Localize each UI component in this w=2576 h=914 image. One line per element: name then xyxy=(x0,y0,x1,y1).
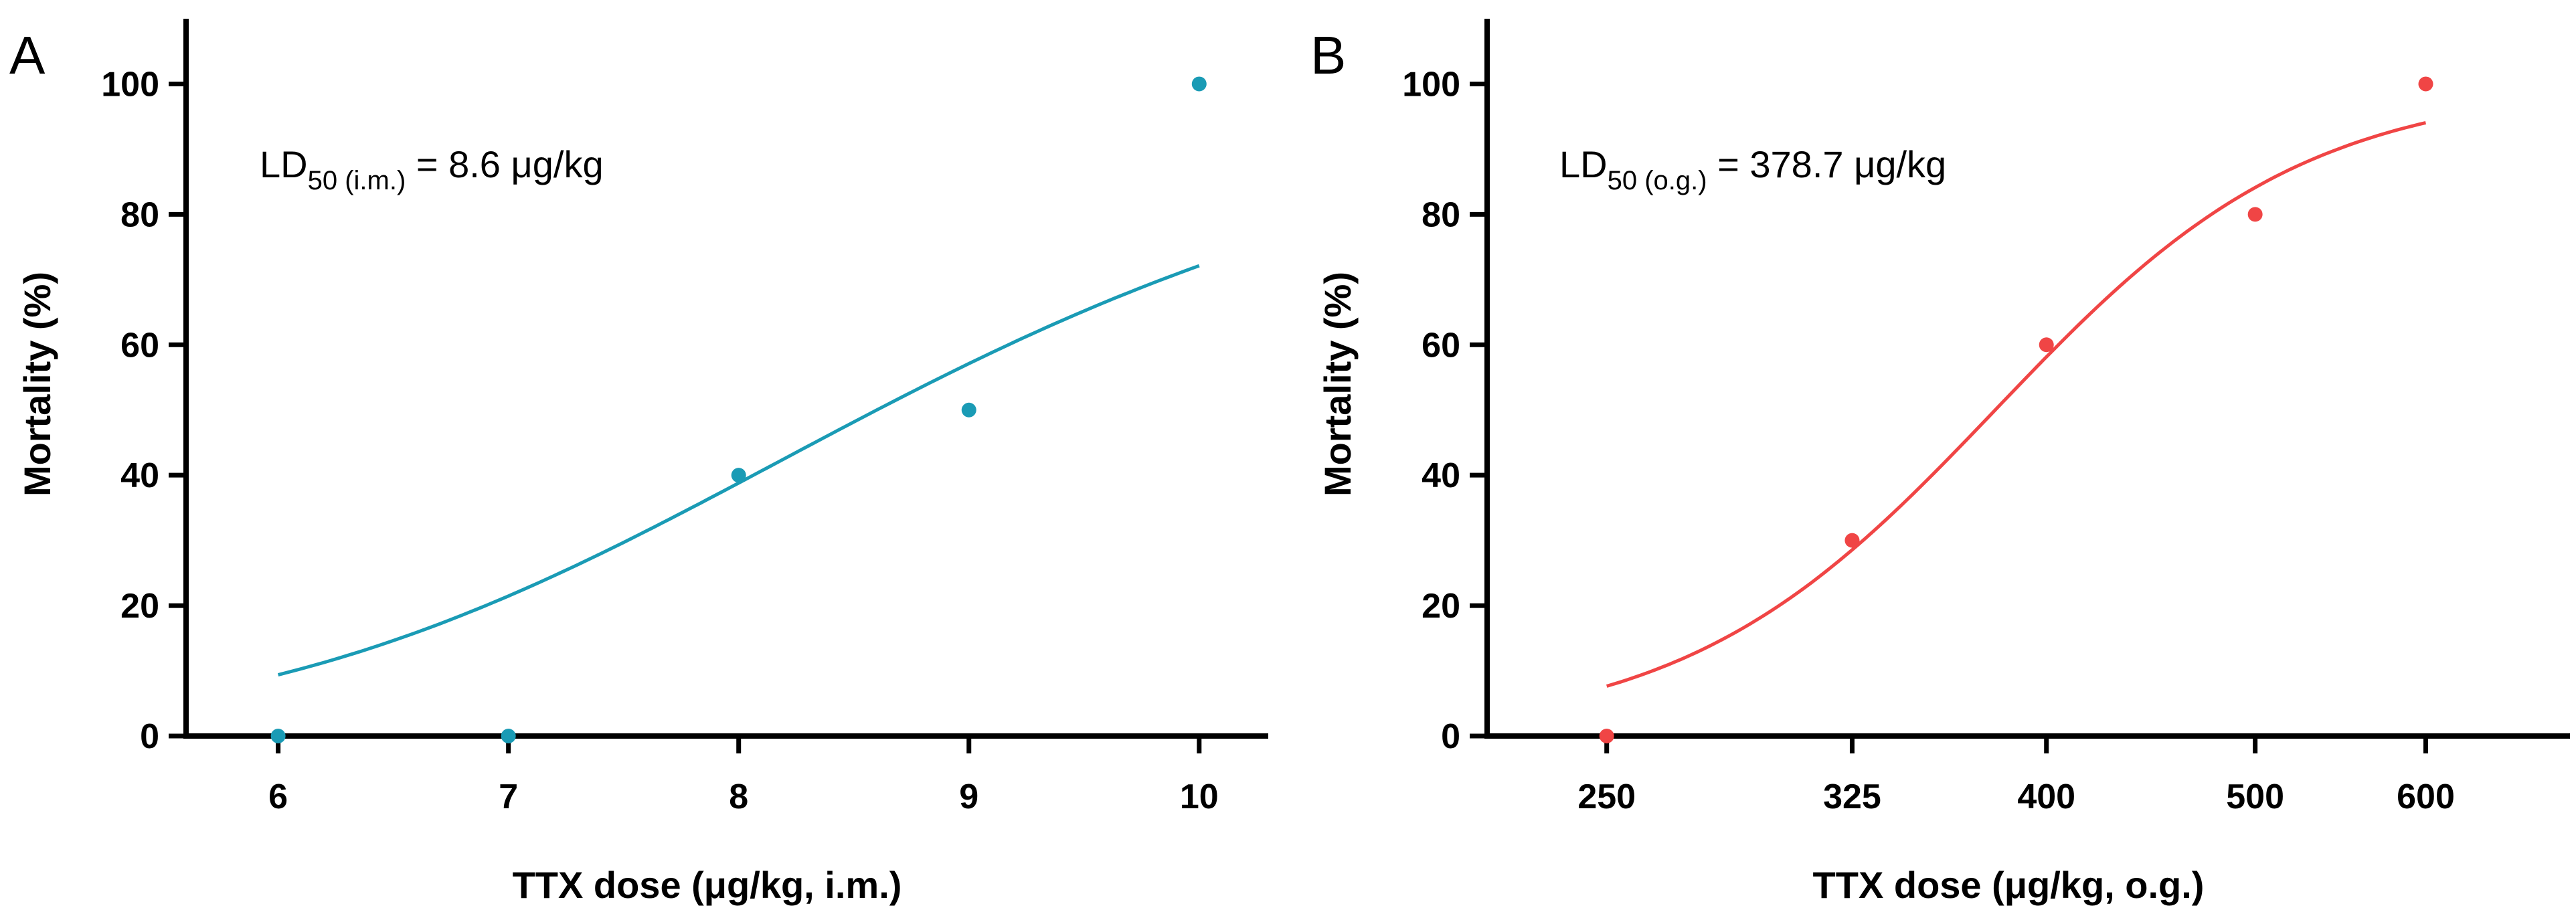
panel-b-y-tick-label: 100 xyxy=(1402,65,1460,104)
panel-b-x-tick-label: 325 xyxy=(1823,778,1881,816)
panel-b-x-tick-label: 400 xyxy=(2017,778,2075,816)
panel-a-x-tick-label: 8 xyxy=(729,778,748,816)
panel-b-y-tick-label: 80 xyxy=(1422,195,1460,234)
panel-b-data-point xyxy=(2039,337,2054,353)
panel-a-x-tick-label: 9 xyxy=(959,778,978,816)
panel-b-data-point xyxy=(1599,729,1614,743)
panel-b-x-tick-label: 600 xyxy=(2397,778,2455,816)
panel-a-x-tick-label: 6 xyxy=(268,778,288,816)
panel-a-x-tick-label: 10 xyxy=(1180,778,1219,816)
panel-a-x-axis-title: TTX dose (μg/kg, i.m.) xyxy=(513,864,902,906)
panel-a-data-point xyxy=(501,729,516,743)
panel-b-y-tick-label: 20 xyxy=(1422,587,1460,626)
panel-a-y-tick-label: 60 xyxy=(120,326,159,365)
panel-a-fit-curve xyxy=(277,264,1200,677)
panel-b-data-point xyxy=(2418,76,2433,92)
panel-b: 0 20 40 60 80 100 250 325 400 500 600 TTX dose (μg/… xyxy=(1310,19,2570,906)
panel-a-x-tick-label: 7 xyxy=(499,778,518,816)
panel-b-fit-curve xyxy=(1606,120,2427,688)
panel-b-ld50-annotation: LD50 (o.g.) = 378.7 μg/kg xyxy=(1559,143,1946,195)
panel-a-y-tick-label: 20 xyxy=(120,587,159,626)
panel-b-y-axis-title: Mortality (%) xyxy=(1316,272,1359,496)
panel-b-y-tick-label: 60 xyxy=(1422,326,1460,365)
panel-b-letter: B xyxy=(1310,25,1346,85)
panel-a-data-point xyxy=(270,729,286,743)
panel-b-y-tick-label: 0 xyxy=(1441,717,1460,756)
panel-b-data-point xyxy=(1844,533,1860,548)
panel-a-ld50-annotation: LD50 (i.m.) = 8.6 μg/kg xyxy=(260,143,604,195)
panel-a-y-tick-label: 100 xyxy=(101,65,159,104)
panel-a-y-tick-label: 40 xyxy=(120,456,159,495)
panel-b-y-tick-label: 40 xyxy=(1422,456,1460,495)
panel-b-x-axis-title: TTX dose (μg/kg, o.g.) xyxy=(1813,864,2205,906)
panel-a-y-axis-title: Mortality (%) xyxy=(16,272,58,496)
panel-a: 0 20 40 60 80 100 6 7 8 9 10 TTX dose (μg/kg, i.m.)… xyxy=(9,19,1268,906)
panel-b-data-point xyxy=(2247,207,2263,222)
panel-a-data-point xyxy=(731,468,746,483)
panel-a-y-tick-label: 0 xyxy=(140,717,159,756)
panel-a-data-point xyxy=(961,402,976,418)
panel-a-y-tick-label: 80 xyxy=(120,195,159,234)
panel-b-x-tick-label: 250 xyxy=(1577,778,1636,816)
panel-a-letter: A xyxy=(9,25,46,85)
panel-b-x-tick-label: 500 xyxy=(2226,778,2284,816)
panel-a-data-point xyxy=(1191,76,1207,92)
